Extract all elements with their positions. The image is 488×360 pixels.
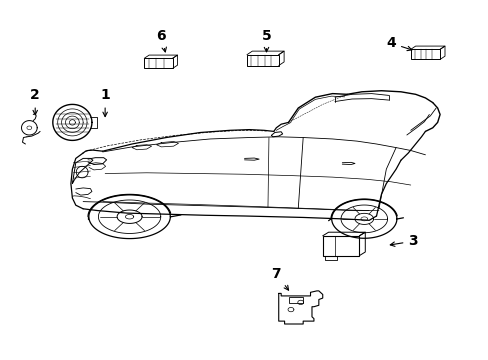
Text: 2: 2 (30, 89, 40, 115)
Bar (246, 55, 278, 66)
Text: 4: 4 (386, 36, 411, 51)
Text: 3: 3 (389, 234, 417, 248)
Text: 6: 6 (156, 29, 166, 52)
Bar (144, 58, 172, 68)
Text: 1: 1 (100, 89, 110, 117)
Text: 5: 5 (261, 29, 271, 52)
Bar (410, 49, 439, 59)
Bar (322, 236, 359, 256)
Text: 7: 7 (271, 267, 288, 290)
Bar (288, 297, 303, 303)
